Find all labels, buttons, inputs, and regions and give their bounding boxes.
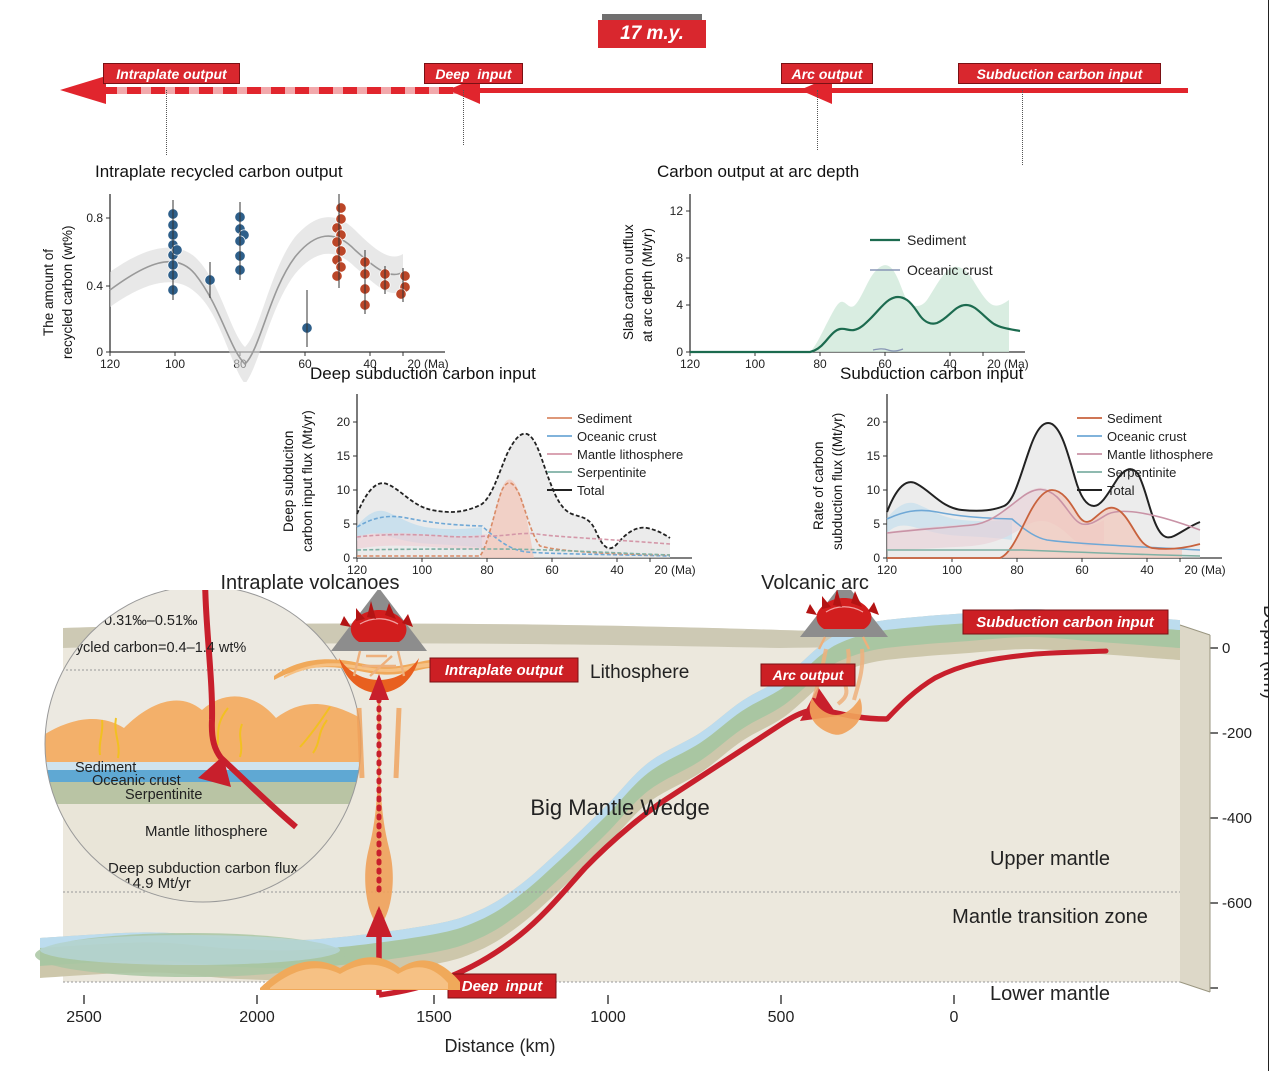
svg-text:Mantle lithosphere: Mantle lithosphere — [145, 823, 268, 840]
svg-text:120: 120 — [680, 357, 700, 371]
svg-text:Mantle transition zone: Mantle transition zone — [952, 906, 1148, 928]
svg-text:15: 15 — [337, 449, 351, 463]
svg-text:100: 100 — [745, 357, 765, 371]
svg-text:1000: 1000 — [590, 1009, 626, 1026]
svg-text:Subduction carbon input: Subduction carbon input — [976, 614, 1154, 631]
svg-text:500: 500 — [768, 1009, 795, 1026]
svg-text:5: 5 — [343, 517, 350, 531]
svg-text:Oceanic crust: Oceanic crust — [1107, 429, 1187, 444]
svg-text:δ86Zn=0.31‰–0.51‰: δ86Zn=0.31‰–0.51‰ — [60, 612, 198, 629]
svg-text:Lower mantle: Lower mantle — [990, 983, 1110, 1005]
svg-text:60: 60 — [1075, 563, 1089, 577]
svg-text:Lithosphere: Lithosphere — [590, 662, 689, 683]
svg-text:-600: -600 — [1222, 895, 1252, 912]
svg-text:Sediment: Sediment — [577, 411, 632, 426]
svg-text:Total: Total — [1107, 483, 1135, 498]
svg-text:20 (Ma): 20 (Ma) — [1184, 563, 1225, 577]
svg-text:Oceanic crust: Oceanic crust — [907, 262, 993, 278]
svg-text:Mantle lithosphere: Mantle lithosphere — [1107, 447, 1213, 462]
svg-text:0: 0 — [1222, 640, 1230, 657]
svg-text:Serpentinite: Serpentinite — [125, 787, 202, 803]
svg-text:5: 5 — [873, 517, 880, 531]
svg-text:Sediment: Sediment — [907, 232, 966, 248]
svg-text:0.4: 0.4 — [86, 279, 103, 293]
svg-text:20: 20 — [867, 415, 881, 429]
svg-text:Arc output: Arc output — [772, 667, 845, 683]
svg-text:100: 100 — [165, 357, 185, 371]
svg-text:Oceanic crust: Oceanic crust — [577, 429, 657, 444]
svg-text:40: 40 — [1140, 563, 1154, 577]
svg-text:Sediment: Sediment — [1107, 411, 1162, 426]
svg-text:Deep input: Deep input — [462, 978, 544, 995]
svg-text:-400: -400 — [1222, 810, 1252, 827]
svg-text:2000: 2000 — [239, 1009, 275, 1026]
svg-text:1500: 1500 — [416, 1009, 452, 1026]
svg-text:4: 4 — [676, 298, 683, 312]
svg-text:20: 20 — [337, 415, 351, 429]
svg-text:15: 15 — [867, 449, 881, 463]
svg-text:Total: Total — [577, 483, 605, 498]
svg-text:Intraplate output: Intraplate output — [445, 662, 564, 679]
svg-text:120: 120 — [100, 357, 120, 371]
svg-text:10: 10 — [867, 483, 881, 497]
svg-text:0: 0 — [950, 1009, 959, 1026]
svg-text:0.8: 0.8 — [86, 211, 103, 225]
svg-text:Serpentinite: Serpentinite — [577, 465, 646, 480]
svg-text:Big Mantle Wedge: Big Mantle Wedge — [530, 795, 709, 820]
svg-text:80: 80 — [1010, 563, 1024, 577]
svg-text:12: 12 — [670, 204, 684, 218]
svg-text:Upper mantle: Upper mantle — [990, 848, 1110, 870]
svg-text:10: 10 — [337, 483, 351, 497]
svg-text:-200: -200 — [1222, 725, 1252, 742]
svg-text:8: 8 — [676, 251, 683, 265]
svg-text:Serpentinite: Serpentinite — [1107, 465, 1176, 480]
svg-text:2500: 2500 — [66, 1009, 102, 1026]
svg-text:Mantle lithosphere: Mantle lithosphere — [577, 447, 683, 462]
svg-text:80: 80 — [813, 357, 827, 371]
svg-text:Distance (km): Distance (km) — [444, 1036, 555, 1056]
